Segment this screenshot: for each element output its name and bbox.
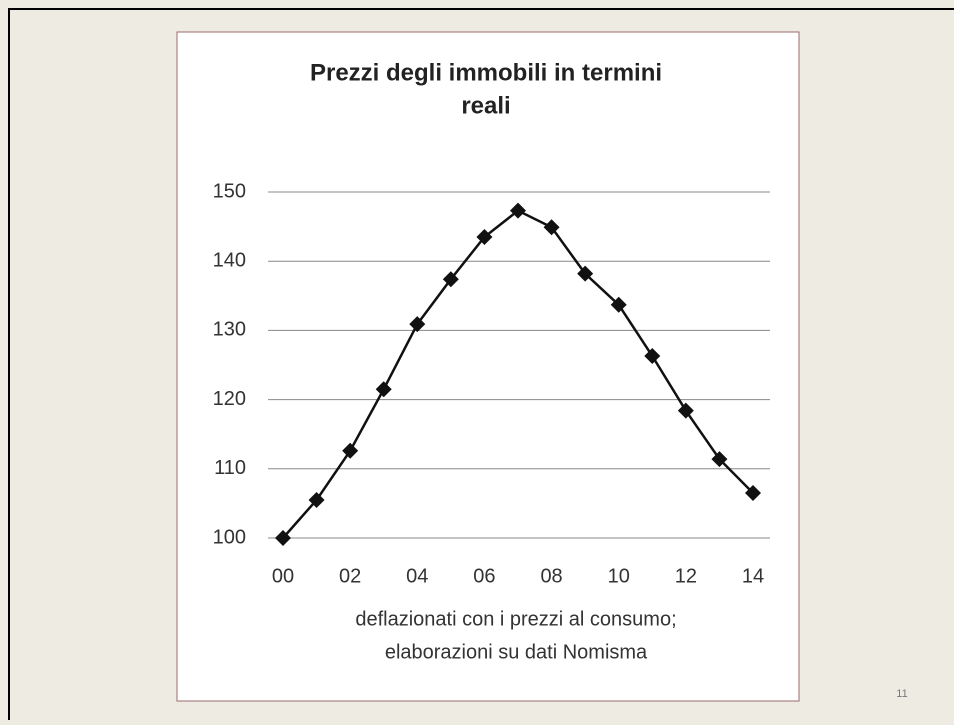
data-point [711,451,728,468]
data-point [442,271,459,288]
x-tick-label: 14 [742,565,764,587]
y-tick-label: 100 [213,526,246,548]
chart-box [176,31,800,702]
data-point [342,442,359,459]
y-tick-label: 140 [213,249,246,271]
chart-title: reali [461,92,510,119]
data-point [610,296,627,313]
x-tick-label: 06 [473,565,495,587]
x-tick-label: 10 [608,565,630,587]
y-tick-label: 110 [214,457,246,479]
chart-title: Prezzi degli immobili in termini [310,59,662,86]
y-tick-label: 150 [213,180,246,202]
data-point [476,228,493,245]
y-tick-label: 120 [213,388,246,410]
x-tick-label: 00 [272,565,294,587]
x-tick-label: 04 [406,565,428,587]
data-point [510,202,526,219]
data-point [677,402,694,419]
data-point [409,316,426,333]
data-point [644,348,661,365]
data-point [275,530,291,546]
chart-note: elaborazioni su dati Nomisma [385,641,648,663]
x-tick-label: 02 [339,565,361,587]
data-point [745,485,761,502]
data-point [375,381,392,398]
chart-note: deflazionati con i prezzi al consumo; [355,608,676,630]
data-point [577,265,594,282]
x-tick-label: 08 [540,565,562,587]
y-tick-label: 130 [213,319,246,341]
page-number: 11 [896,688,907,700]
data-point [308,491,325,508]
data-point [543,219,560,236]
x-tick-label: 12 [675,565,697,587]
